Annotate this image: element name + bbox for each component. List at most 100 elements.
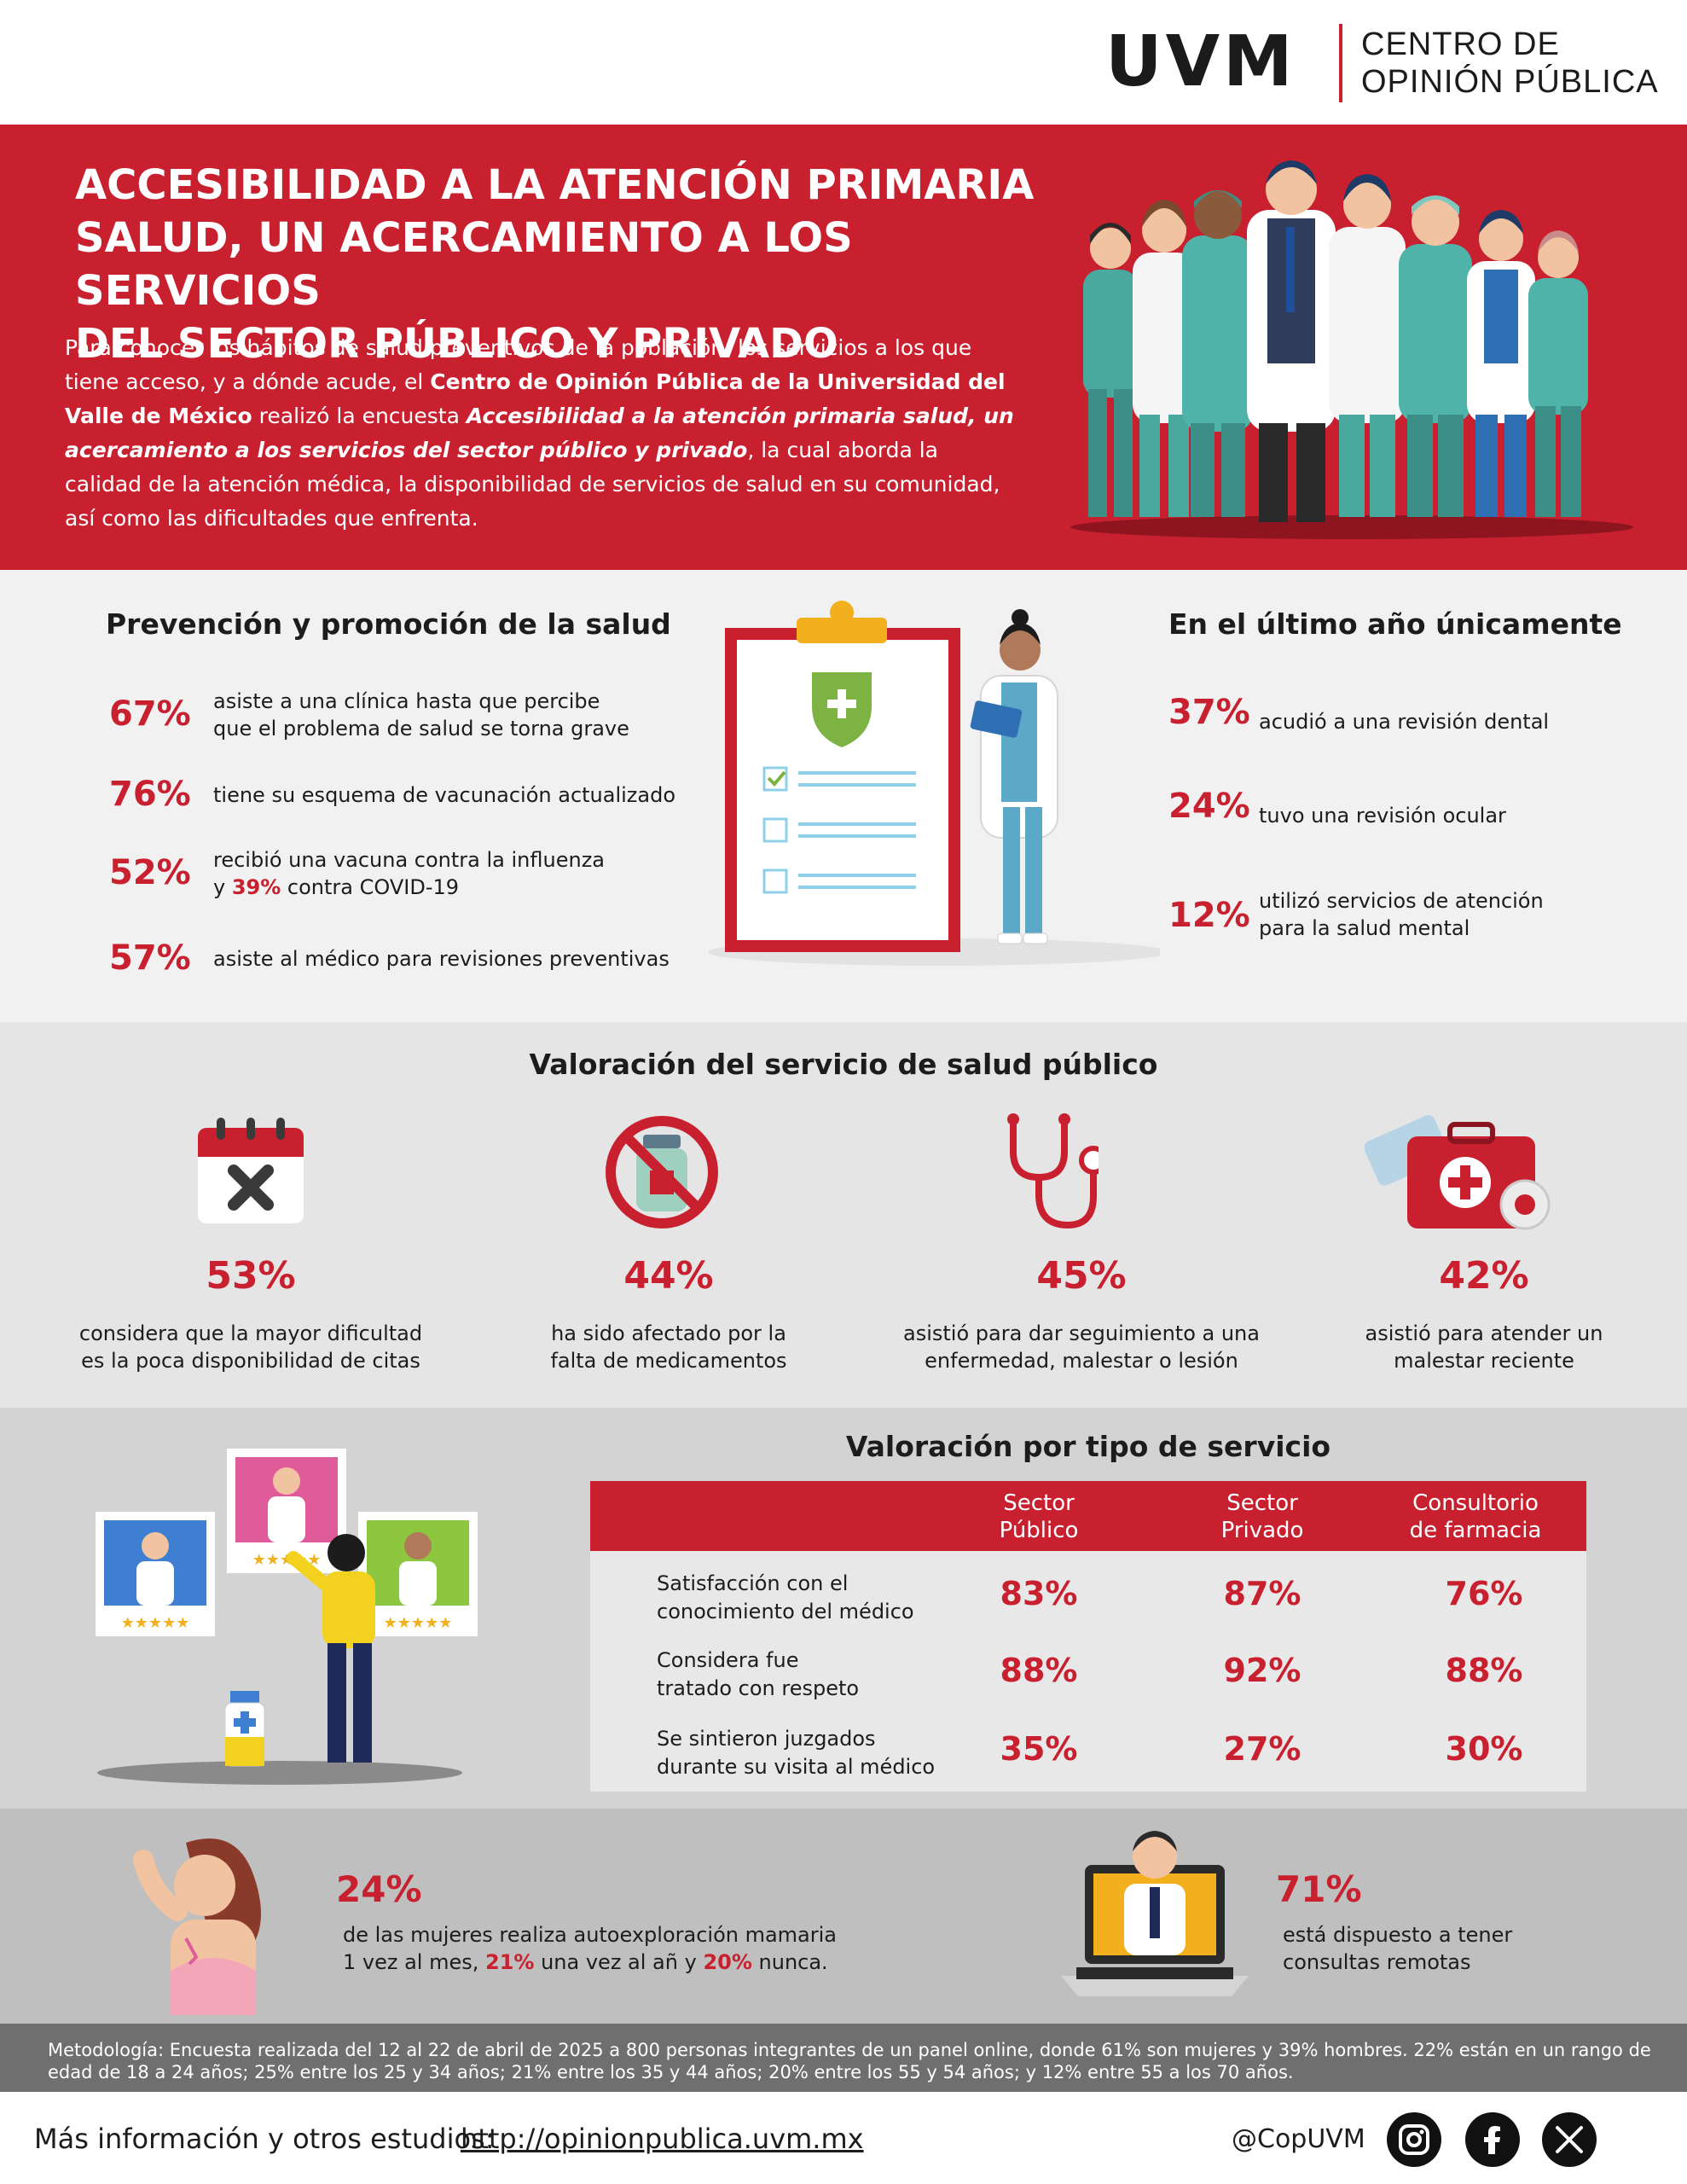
logo-divider	[1339, 24, 1342, 102]
page-header	[0, 0, 1687, 125]
stat-percent: 24%	[1168, 787, 1250, 826]
stat-description: recibió una vacuna contra la influenza y…	[213, 846, 605, 901]
instagram-glyph	[1399, 2124, 1429, 2155]
remote-description: está dispuesto a tener consultas remotas	[1283, 1921, 1512, 1976]
stat-inline-percent: 39%	[231, 875, 281, 899]
stat-text-part: y	[213, 875, 232, 899]
intro-text: Para conocer los hábitos de salud preven…	[65, 335, 972, 394]
stat-line: asistió para atender un	[1365, 1321, 1603, 1345]
public-stat: 44% ha sido afectado por la falta de med…	[490, 1254, 848, 1374]
no-medicine-icon	[606, 1116, 718, 1228]
stat-text-part: nunca.	[751, 1950, 828, 1974]
calendar-x-icon	[198, 1118, 304, 1223]
facebook-glyph	[1484, 2126, 1500, 2154]
title-line: ACCESIBILIDAD A LA ATENCIÓN PRIMARIA	[75, 161, 1035, 209]
stat-line: asiste a una clínica hasta que percibe	[213, 689, 600, 713]
doctor-figure	[1399, 195, 1472, 517]
medical-staff-illustration	[1070, 160, 1633, 539]
methodology-text: Metodología: Encuesta realizada del 12 a…	[48, 2040, 1651, 2082]
row-label-line: Satisfacción con el	[657, 1571, 849, 1595]
row-label-line: durante su visita al médico	[657, 1755, 936, 1779]
column-header-line: de farmacia	[1409, 1518, 1542, 1543]
footer-label: Más información y otros estudios:	[34, 2123, 495, 2155]
doctor-figure	[1467, 210, 1535, 517]
stat-line: considera que la mayor dificultad	[78, 1321, 423, 1345]
doctor-rating-illustration: ★★★★★ ★★★★★ ★★★★★	[96, 1449, 478, 1785]
stat-text-part: contra COVID-19	[281, 875, 460, 899]
stat-line: falta de medicamentos	[550, 1349, 787, 1373]
stat-line: 1 vez al mes, 21% una vez al añ y 20% nu…	[343, 1949, 837, 1976]
stat-description: ha sido afectado por la falta de medicam…	[490, 1320, 848, 1374]
stat-percent: 57%	[109, 938, 191, 978]
column-header-line: Privado	[1220, 1518, 1304, 1543]
table-row-label: Satisfacción con el conocimiento del méd…	[657, 1570, 938, 1626]
stat-percent: 53%	[206, 1254, 296, 1298]
table-cell: 92%	[1223, 1652, 1301, 1689]
stat-description: asiste al médico para revisiones prevent…	[213, 947, 670, 971]
org-name-line1: CENTRO DE	[1361, 26, 1560, 62]
stat-line: que el problema de salud se torna grave	[213, 717, 629, 741]
social-handle: @CopUVM	[1232, 2124, 1365, 2154]
stat-percent: 67%	[109, 694, 191, 734]
first-aid-kit-icon	[1365, 1115, 1551, 1230]
stat-description: acudió a una revisión dental	[1259, 710, 1550, 734]
intro-text: realizó la encuesta	[252, 404, 467, 428]
stat-description: tiene su esquema de vacunación actualiza…	[213, 783, 676, 807]
prevention-heading: Prevención y promoción de la salud	[106, 607, 671, 641]
remote-percent: 71%	[1276, 1868, 1362, 1910]
stat-description: utilizó servicios de atención para la sa…	[1259, 887, 1544, 942]
stat-text-part: 1 vez al mes,	[343, 1950, 486, 1974]
table-cell: 27%	[1223, 1730, 1301, 1768]
stat-line: y 39% contra COVID-19	[213, 874, 605, 901]
row-label-line: conocimiento del médico	[657, 1600, 914, 1623]
stat-percent: 12%	[1168, 896, 1250, 935]
org-name-line2: OPINIÓN PÚBLICA	[1361, 64, 1659, 100]
stat-description: asistió para dar seguimiento a una enfer…	[902, 1320, 1261, 1374]
woman-self-exam-illustration	[133, 1838, 261, 2015]
table-cell: 88%	[1000, 1652, 1078, 1689]
stat-description: asistió para atender un malestar recient…	[1305, 1320, 1663, 1374]
title-line: SALUD, UN ACERCAMIENTO A LOS SERVICIOS	[75, 214, 853, 315]
stat-line: ha sido afectado por la	[551, 1321, 786, 1345]
row-label-line: Se sintieron juzgados	[657, 1727, 876, 1751]
stat-line: utilizó servicios de atención	[1259, 889, 1544, 913]
row-label-line: tratado con respeto	[657, 1676, 860, 1700]
column-header: Sector Público	[936, 1490, 1141, 1544]
stat-percent: 45%	[1036, 1254, 1127, 1298]
svg-text:★★★★★: ★★★★★	[384, 1614, 453, 1632]
table-cell: 76%	[1445, 1575, 1523, 1612]
laptop-doctor-illustration	[1061, 1831, 1249, 1996]
intro-text: , la cual aborda la calidad de la atenci…	[65, 438, 1000, 531]
column-header-line: Sector	[1226, 1490, 1298, 1516]
table-header	[590, 1481, 1586, 1551]
stat-line: enfermedad, malestar o lesión	[925, 1349, 1238, 1373]
public-service-heading: Valoración del servicio de salud público	[529, 1048, 1158, 1081]
stat-line: para la salud mental	[1259, 916, 1470, 940]
table-row-label: Considera fue tratado con respeto	[657, 1647, 938, 1703]
stat-percent: 44%	[623, 1254, 714, 1298]
stat-line: recibió una vacuna contra la influenza	[213, 848, 605, 872]
last-year-heading: En el último año únicamente	[1168, 607, 1622, 641]
table-cell: 30%	[1445, 1730, 1523, 1768]
facebook-icon[interactable]	[1465, 2112, 1520, 2167]
doctor-figure	[1528, 230, 1588, 517]
stat-inline-percent: 21%	[485, 1950, 535, 1974]
stat-percent: 42%	[1439, 1254, 1529, 1298]
stat-inline-percent: 20%	[703, 1950, 752, 1974]
column-header-line: Público	[999, 1518, 1079, 1543]
x-glyph	[1556, 2126, 1583, 2153]
x-icon[interactable]	[1542, 2112, 1597, 2167]
doctor-figure	[1329, 174, 1406, 517]
stat-line: está dispuesto a tener	[1283, 1923, 1513, 1947]
doctor-figure	[1083, 223, 1138, 517]
intro-survey-name: Accesibilidad a la atención primaria sal…	[65, 404, 1014, 462]
stat-line: asistió para dar seguimiento a una	[903, 1321, 1260, 1345]
title-line: DEL SECTOR PÚBLICO Y PRIVADO	[75, 320, 838, 368]
column-header-line: Sector	[1003, 1490, 1075, 1516]
stat-text-part: una vez al añ y	[534, 1950, 704, 1974]
doctor-figure	[1133, 200, 1196, 517]
table-cell: 88%	[1445, 1652, 1523, 1689]
women-description: de las mujeres realiza autoexploración m…	[343, 1921, 837, 1976]
instagram-icon[interactable]	[1387, 2112, 1441, 2167]
website-link[interactable]: http://opinionpublica.uvm.mx	[461, 2123, 864, 2155]
